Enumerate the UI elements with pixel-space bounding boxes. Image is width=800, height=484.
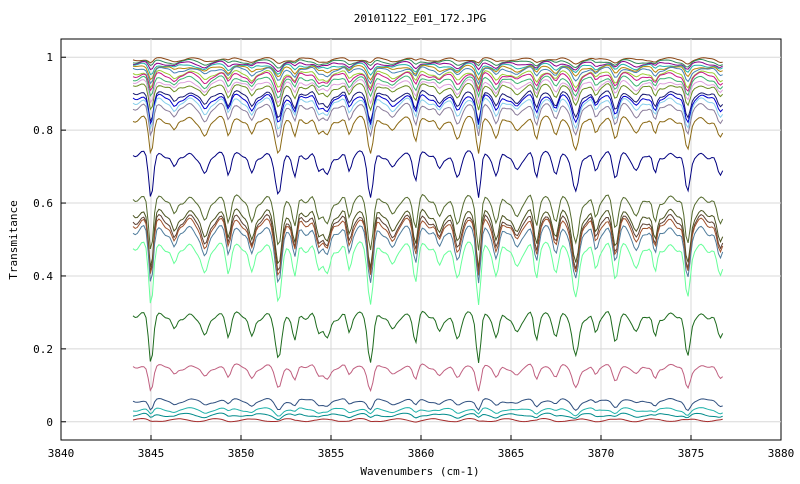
series-line [132, 150, 724, 198]
x-tick-label: 3845 [138, 447, 165, 460]
series-line [132, 407, 723, 417]
chart-title: 20101122_E01_172.JPG [354, 12, 486, 25]
series-line [132, 412, 723, 421]
series-line [132, 69, 723, 90]
y-tick-label: 0.8 [33, 124, 53, 137]
series-line [132, 93, 724, 126]
series-layer [132, 57, 724, 423]
series-line [132, 66, 723, 86]
series-line [132, 397, 723, 412]
x-tick-label: 3875 [678, 447, 705, 460]
series-line [132, 58, 723, 69]
series-line [132, 62, 723, 76]
series-line [132, 417, 723, 423]
series-line [132, 97, 724, 131]
series-line [132, 224, 724, 284]
series-line [132, 79, 724, 106]
y-tick-label: 1 [46, 51, 53, 64]
ticks: 3840 3845 3850 3855 3860 3865 3870 3875 3880 0 0.2… [33, 51, 794, 460]
series-line [132, 241, 724, 305]
series-line [132, 75, 724, 99]
x-tick-label: 3880 [768, 447, 795, 460]
x-tick-label: 3850 [228, 447, 255, 460]
series-line [132, 217, 724, 277]
series-line [132, 193, 724, 251]
series-line [132, 89, 724, 124]
y-tick-label: 0 [46, 416, 53, 429]
series-line [132, 57, 723, 65]
y-axis-label: Transmitance [7, 200, 20, 279]
series-line [132, 310, 724, 363]
series-line [132, 115, 724, 155]
grid [61, 39, 781, 440]
x-tick-label: 3865 [498, 447, 525, 460]
series-line [132, 60, 723, 73]
series-line [132, 363, 724, 393]
x-tick-label: 3855 [318, 447, 345, 460]
y-tick-label: 0.2 [33, 343, 53, 356]
x-tick-label: 3840 [48, 447, 75, 460]
series-line [132, 71, 724, 93]
x-axis-label: Wavenumbers (cm-1) [360, 465, 479, 478]
series-line [132, 82, 724, 112]
x-tick-label: 3860 [408, 447, 435, 460]
series-line [132, 208, 724, 269]
series-line [132, 102, 724, 138]
series-line [132, 213, 724, 273]
x-tick-label: 3870 [588, 447, 615, 460]
y-tick-label: 0.4 [33, 270, 53, 283]
y-tick-label: 0.6 [33, 197, 53, 210]
